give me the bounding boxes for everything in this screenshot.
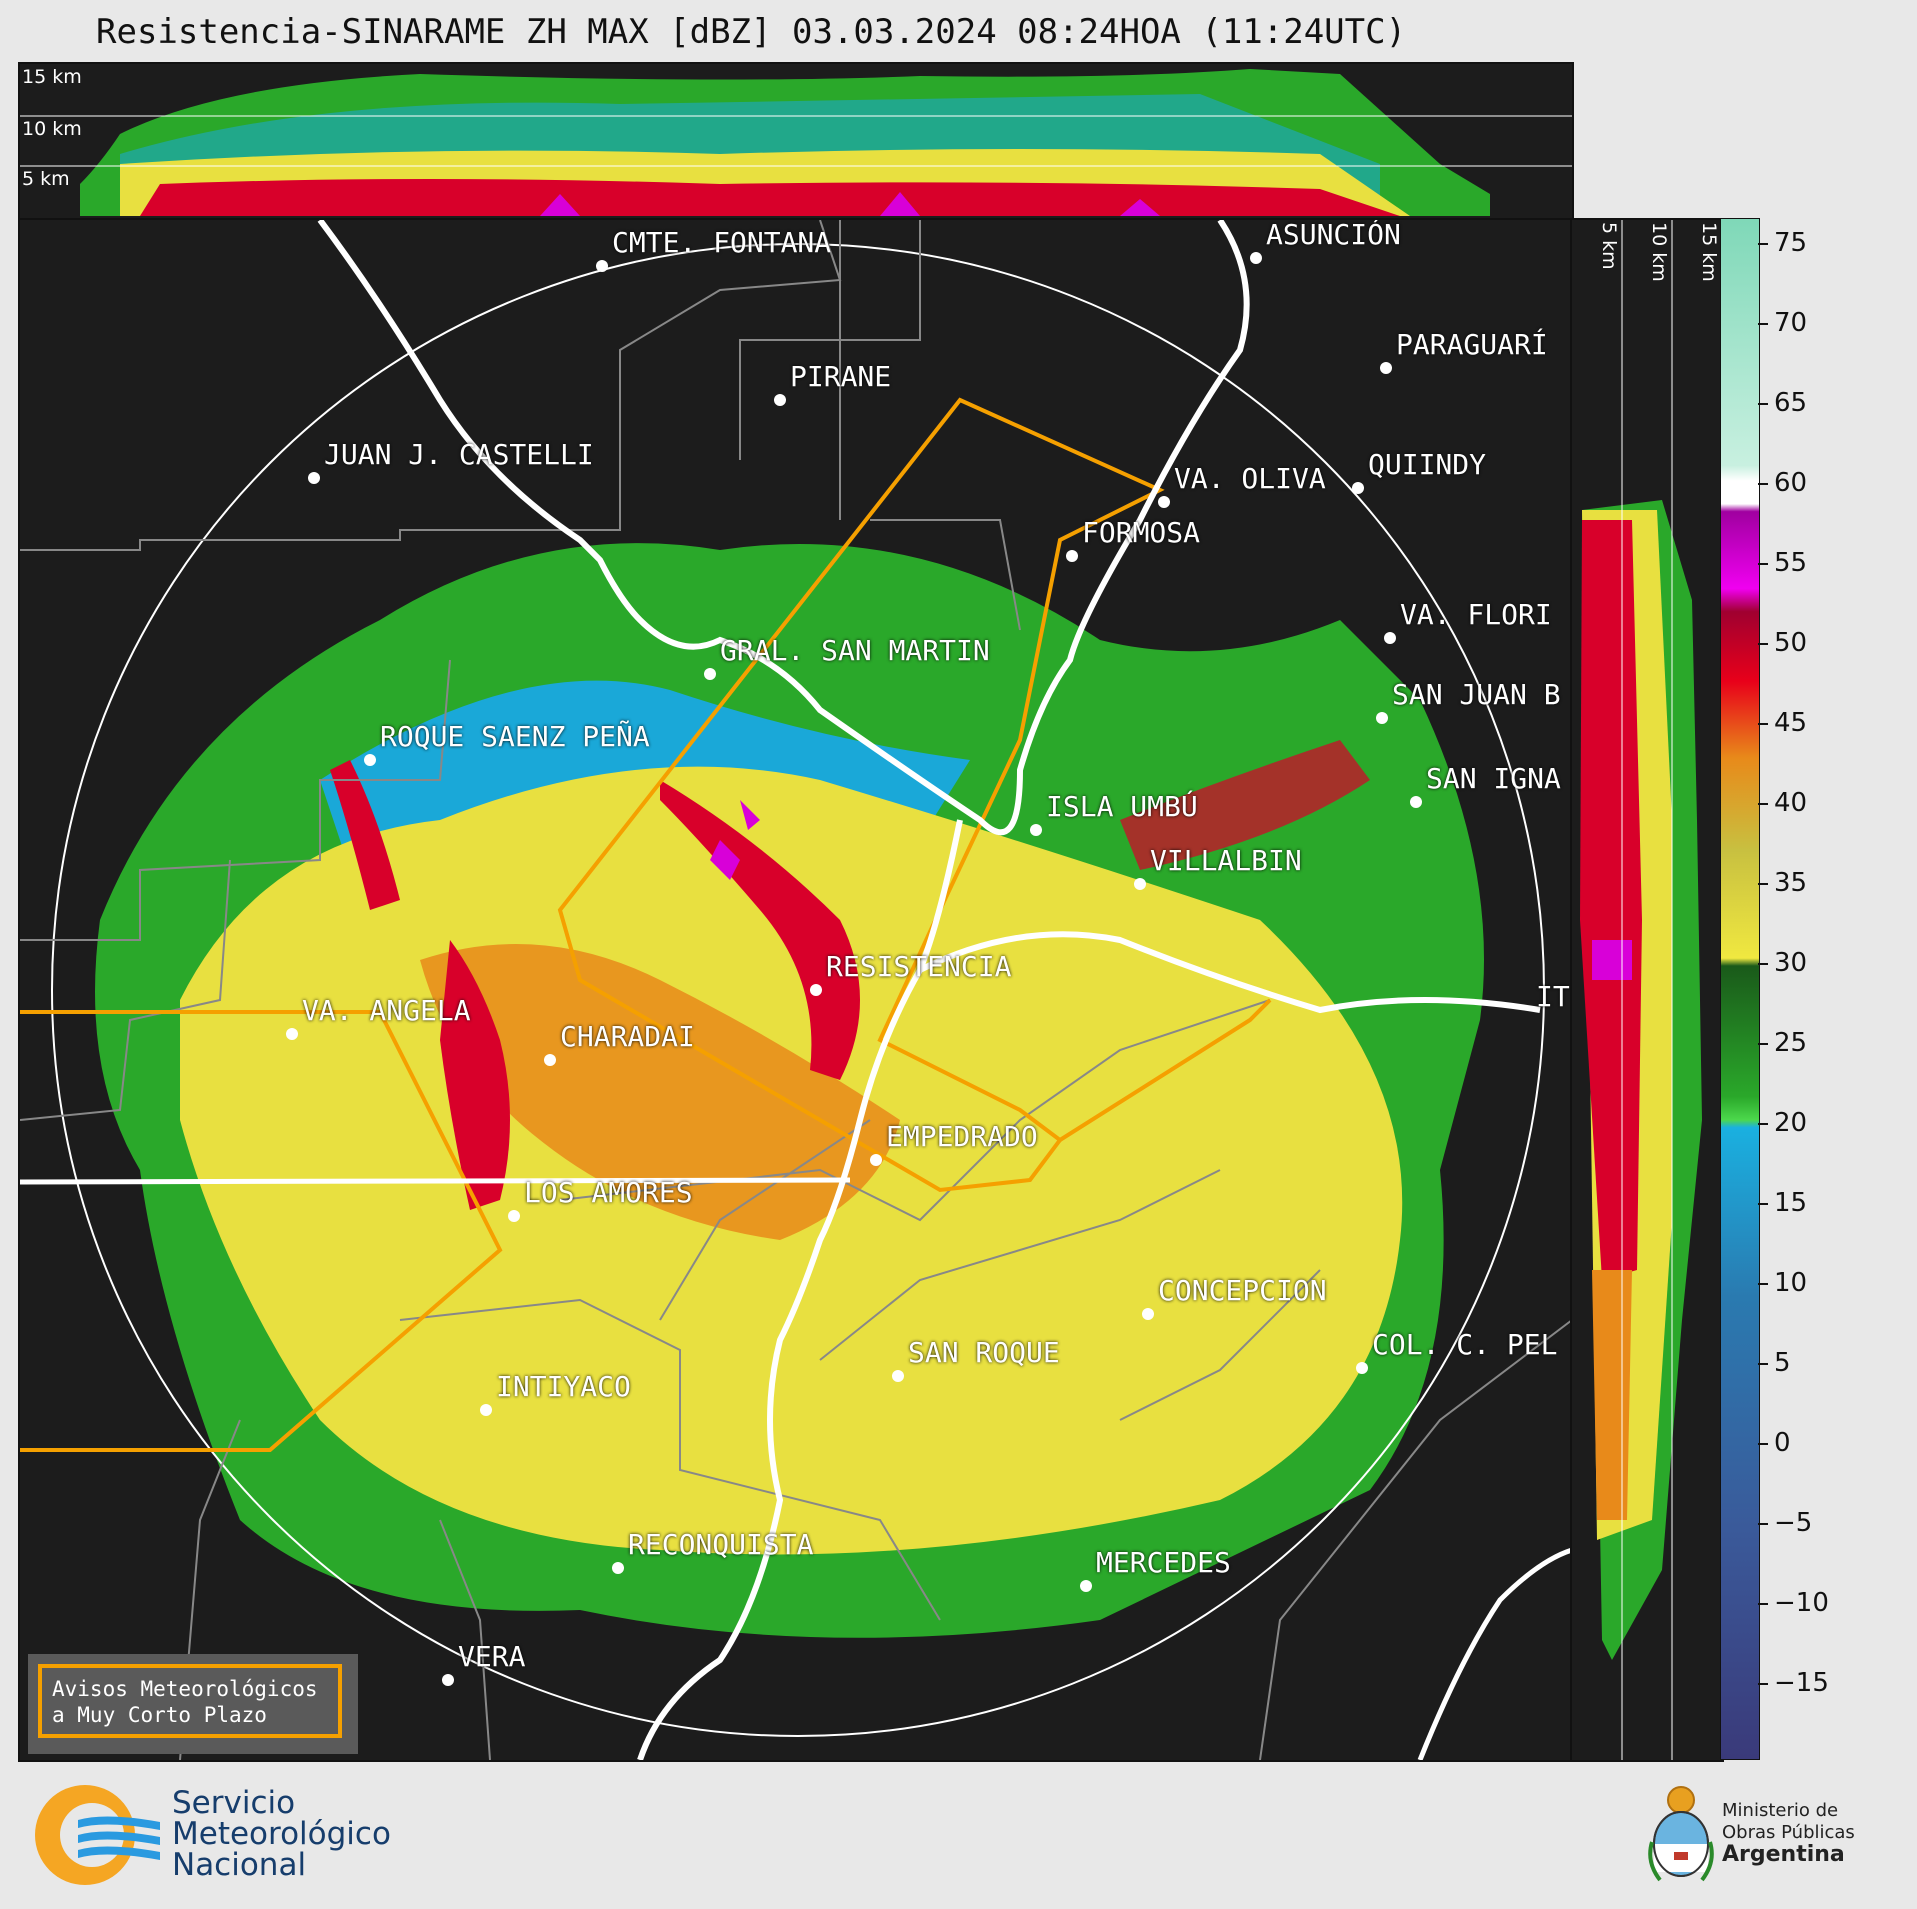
colorbar-tick-10: 10	[1758, 1268, 1807, 1298]
colorbar-tick-50: 50	[1758, 628, 1807, 658]
colorbar-tick-5: 5	[1758, 1348, 1791, 1378]
colorbar-tick-65: 65	[1758, 388, 1807, 418]
side-cross-section-panel: 5 km 10 km 15 km	[1570, 218, 1724, 1762]
colorbar-tick-30: 30	[1758, 948, 1807, 978]
side-level-15km: 15 km	[1698, 222, 1720, 282]
colorbar-tick-minus5: −5	[1758, 1508, 1812, 1538]
radar-reflectivity-image	[20, 220, 1572, 1760]
top-level-15km: 15 km	[22, 66, 82, 88]
smn-logo-icon	[35, 1785, 160, 1885]
colorbar-tick-35: 35	[1758, 868, 1807, 898]
page-title: Resistencia-SINARAME ZH MAX [dBZ] 03.03.…	[96, 12, 1407, 52]
colorbar	[1720, 218, 1760, 1760]
top-level-10km: 10 km	[22, 118, 82, 140]
colorbar-tick-45: 45	[1758, 708, 1807, 738]
radar-map[interactable]: CMTE. FONTANA ASUNCIÓN PIRANE PARAGUARÍ …	[18, 218, 1574, 1762]
colorbar-tick-55: 55	[1758, 548, 1807, 578]
ministry-logo-text: Ministerio de Obras Públicas Argentina	[1722, 1800, 1855, 1867]
warnings-notice-line1: Avisos Meteorológicos	[52, 1677, 318, 1701]
side-cross-section-chart	[1580, 220, 1702, 1760]
colorbar-tick-60: 60	[1758, 468, 1807, 498]
colorbar-tick-0: 0	[1758, 1428, 1791, 1458]
top-cross-section-panel: 15 km 10 km 5 km	[18, 62, 1574, 220]
top-level-5km: 5 km	[22, 168, 70, 190]
warnings-notice[interactable]: Avisos Meteorológicos a Muy Corto Plazo	[38, 1664, 342, 1738]
colorbar-tick-25: 25	[1758, 1028, 1807, 1058]
side-level-5km: 5 km	[1598, 222, 1620, 270]
warnings-notice-line2: a Muy Corto Plazo	[52, 1703, 267, 1727]
colorbar-tick-minus15: −15	[1758, 1668, 1829, 1698]
colorbar-tick-40: 40	[1758, 788, 1807, 818]
smn-logo-text: Servicio Meteorológico Nacional	[172, 1785, 391, 1883]
top-cross-section-chart	[20, 69, 1572, 216]
side-level-10km: 10 km	[1648, 222, 1670, 282]
argentina-coat-of-arms-icon	[1648, 1786, 1714, 1882]
colorbar-tick-15: 15	[1758, 1188, 1807, 1218]
colorbar-tick-minus10: −10	[1758, 1588, 1829, 1618]
colorbar-tick-70: 70	[1758, 308, 1807, 338]
colorbar-tick-20: 20	[1758, 1108, 1807, 1138]
colorbar-tick-75: 75	[1758, 228, 1807, 258]
